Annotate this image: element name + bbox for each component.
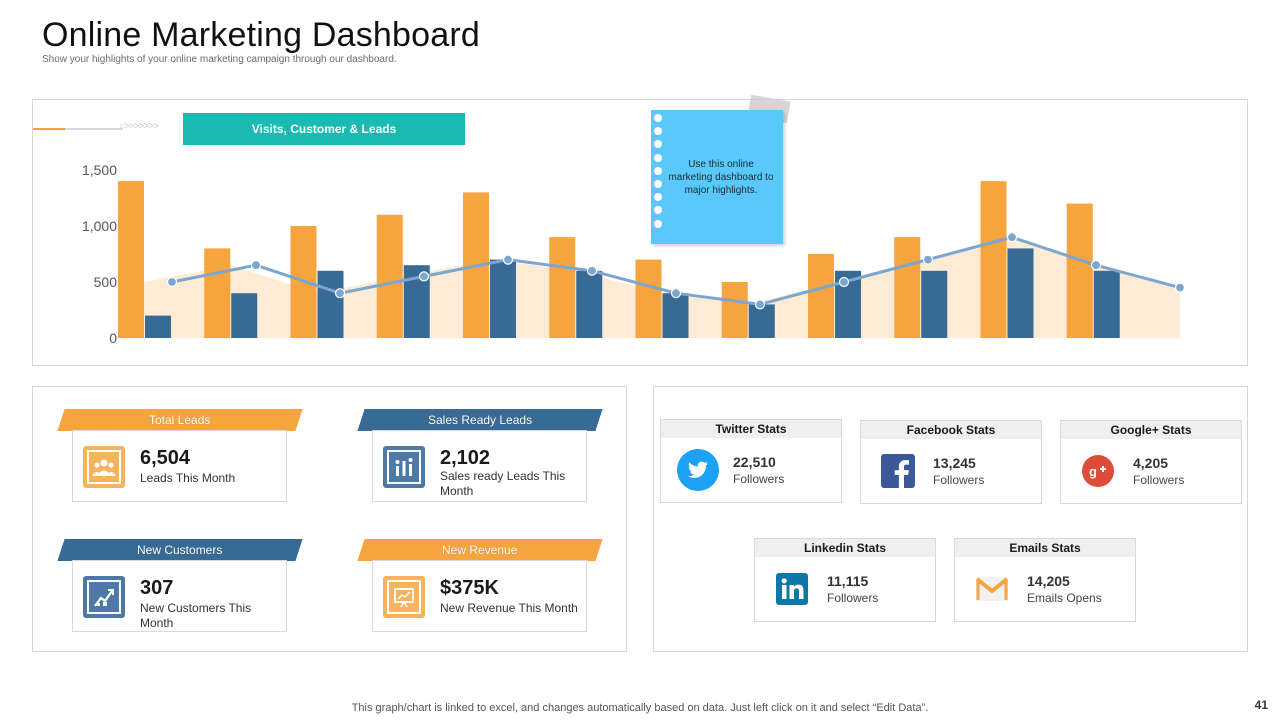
social-value: 11,115 <box>827 573 869 589</box>
chart-point-leads <box>754 299 766 310</box>
page-number: 41 <box>1254 698 1268 712</box>
social-label: Followers <box>733 472 785 486</box>
chart-bar-visits <box>1066 203 1093 338</box>
chart-point-leads <box>166 276 178 288</box>
kpi-card-total-leads[interactable]: 6,504 Leads This Month <box>72 430 287 502</box>
social-label: Emails Opens <box>1027 591 1102 605</box>
chart-bar-customers <box>662 293 689 338</box>
kpi-value: 307 <box>140 577 174 599</box>
chart-svg[interactable]: 0 500 1,000 1,500 <box>33 100 1249 367</box>
social-card-facebook[interactable]: Facebook Stats 13,245 Followers <box>860 420 1042 504</box>
kpi-desc: New Revenue This Month <box>440 601 578 615</box>
kpi-banner-total-leads: Total Leads <box>57 409 303 431</box>
chart-point-leads <box>418 271 430 282</box>
decorative-line-accent <box>33 128 65 130</box>
social-label: Followers <box>1133 473 1185 487</box>
social-panel: Twitter Stats 22,510 Followers Facebook … <box>653 386 1248 652</box>
revenue-board-icon <box>383 576 425 618</box>
kpi-banner-sales-ready-leads: Sales Ready Leads <box>357 409 603 431</box>
kpi-card-new-revenue[interactable]: $375K New Revenue This Month <box>372 560 587 632</box>
social-card-google-plus[interactable]: Google+ Stats g 4,205 Followers <box>1060 420 1242 504</box>
page-title: Online Marketing Dashboard <box>42 16 480 54</box>
chart-panel: ○>>>>>>> Visits, Customer & Leads 0 500 1,… <box>32 94 1249 367</box>
chart-bar-customers <box>1007 248 1034 338</box>
decorative-line <box>33 128 123 130</box>
team-chart-icon <box>383 446 425 488</box>
sticky-note: Use this online marketing dashboard to m… <box>651 110 783 244</box>
chart-bar-visits <box>894 237 921 338</box>
note-text: Use this online marketing dashboard to m… <box>668 159 774 196</box>
social-value: 13,245 <box>933 455 976 471</box>
chart-bar-customers <box>748 304 775 338</box>
growth-chart-icon <box>83 576 125 618</box>
kpi-desc: New Customers This Month <box>140 601 252 630</box>
kpi-value: 6,504 <box>140 447 191 469</box>
chart-ytick-label: 500 <box>94 274 118 290</box>
social-card-twitter[interactable]: Twitter Stats 22,510 Followers <box>660 419 842 503</box>
social-value: 22,510 <box>733 454 776 470</box>
chart-point-leads <box>922 254 934 265</box>
social-value: 4,205 <box>1133 455 1169 471</box>
chart-bar-visits <box>721 282 748 338</box>
twitter-icon <box>677 449 719 491</box>
social-card-title: Facebook Stats <box>861 421 1041 439</box>
chart-point-leads <box>1006 232 1018 243</box>
kpi-banner-new-revenue: New Revenue <box>357 539 603 561</box>
chart-point-leads <box>838 276 850 288</box>
social-label: Followers <box>933 473 985 487</box>
chart-bar-visits <box>808 254 834 338</box>
kpi-card-new-customers[interactable]: 307 New Customers This Month <box>72 560 287 632</box>
chart-point-leads <box>502 254 514 265</box>
chart-point-leads <box>250 260 262 271</box>
decorative-arrows: ○>>>>>>> <box>119 121 159 132</box>
chart-bar-customers <box>576 270 603 338</box>
chart-point-leads <box>1090 260 1102 271</box>
chart-bar-customers <box>490 259 516 338</box>
chart-bar-customers <box>317 270 344 338</box>
social-card-linkedin[interactable]: Linkedin Stats 11,115 Followers <box>754 538 936 622</box>
chart-bar-customers <box>1093 270 1120 338</box>
email-icon <box>971 568 1013 610</box>
social-card-title: Twitter Stats <box>661 420 841 438</box>
chart-point-leads <box>670 288 682 299</box>
kpi-panel: Total Leads 6,504 Leads This Month Sales… <box>32 386 627 652</box>
chart-bar-visits <box>204 248 231 338</box>
google-plus-icon: g <box>1077 450 1119 492</box>
svg-text:g: g <box>1089 464 1097 479</box>
kpi-value: 2,102 <box>440 447 491 469</box>
social-card-title: Google+ Stats <box>1061 421 1241 439</box>
chart-bar-visits <box>118 181 144 338</box>
social-card-emails[interactable]: Emails Stats 14,205 Emails Opens <box>954 538 1136 622</box>
chart-ytick-label: 0 <box>109 330 117 346</box>
social-card-title: Linkedin Stats <box>755 539 935 557</box>
chart-bar-visits <box>376 214 403 338</box>
chart-bar-customers <box>145 315 171 338</box>
people-group-icon <box>83 446 125 488</box>
chart-point-leads <box>1174 282 1186 293</box>
chart-bar-customers <box>921 270 948 338</box>
chart-point-leads <box>586 265 598 276</box>
social-label: Followers <box>827 591 879 605</box>
chart-bar-visits <box>635 259 662 338</box>
chart-bar-customers <box>231 293 258 338</box>
kpi-banner-new-customers: New Customers <box>57 539 303 561</box>
chart-bar-visits <box>980 181 1007 338</box>
kpi-desc: Sales ready Leads This Month <box>440 469 566 498</box>
chart-ytick-label: 1,000 <box>82 218 117 234</box>
chart-ytick-label: 1,500 <box>82 162 117 178</box>
social-card-title: Emails Stats <box>955 539 1135 557</box>
page-subtitle: Show your highlights of your online mark… <box>42 54 397 65</box>
chart-label: Visits, Customer & Leads <box>183 113 465 145</box>
linkedin-icon <box>771 568 813 610</box>
kpi-card-sales-ready-leads[interactable]: 2,102 Sales ready Leads This Month <box>372 430 587 502</box>
chart-bar-visits <box>549 237 576 338</box>
kpi-desc: Leads This Month <box>140 471 236 485</box>
note-holes <box>654 114 664 233</box>
kpi-value: $375K <box>440 577 499 599</box>
facebook-icon <box>877 450 919 492</box>
social-value: 14,205 <box>1027 573 1070 589</box>
footer-note: This graph/chart is linked to excel, and… <box>351 702 929 714</box>
chart-point-leads <box>334 288 346 299</box>
